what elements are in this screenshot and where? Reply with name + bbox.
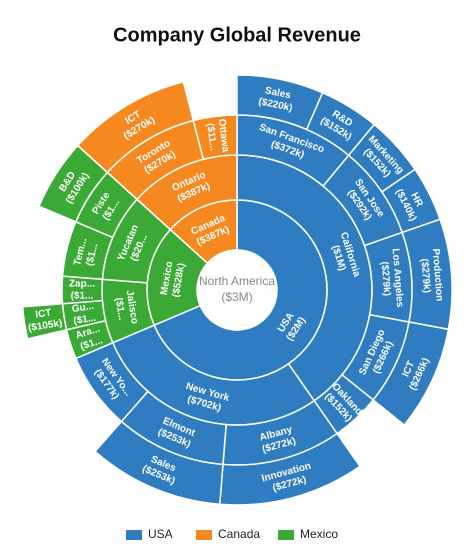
segment-label-group: Production($279k) (419, 248, 445, 301)
segment-label: Production (430, 248, 445, 301)
legend-label: Canada (218, 527, 260, 541)
segment-value-label: ($1... (113, 297, 128, 321)
segment-label-group: Ara...($1... (74, 323, 104, 352)
segment-label: Zap... (69, 279, 95, 290)
center-value-label: ($3M) (221, 290, 252, 304)
segment-label: Los Angeles (390, 248, 405, 308)
segment-value-label: ($11... (204, 123, 218, 152)
segment-value-label: ($279k) (419, 258, 433, 293)
sunburst-segment (76, 80, 195, 174)
segment-value-label: ($1... (84, 242, 100, 267)
center-label: North America (199, 274, 275, 288)
legend-swatch (278, 530, 294, 540)
segment-label-group: Ottawa($11... (204, 118, 231, 153)
segment-label: Jalisco (124, 289, 140, 324)
legend-label: Mexico (300, 527, 338, 541)
segment-value-label: ($279k) (379, 261, 393, 296)
segment-value-label: ($1... (73, 313, 97, 327)
segment-label: Gu... (71, 301, 95, 315)
center-circle (197, 250, 277, 330)
segment-label-group: Gu...($1... (71, 301, 97, 327)
segment-label-group: Zap...($1... (69, 279, 95, 302)
chart-title: Company Global Revenue (113, 24, 361, 46)
segment-label-group: Tem...($1... (72, 237, 100, 267)
sunburst-segment (192, 114, 238, 161)
segment-label-group: Los Angeles($279k) (379, 248, 405, 308)
segment-label-group: Jalisco($1... (113, 289, 140, 324)
segment-label-group: ICT($105k) (27, 307, 63, 334)
segment-label: Sales (264, 85, 292, 101)
segment-label: ICT (35, 307, 53, 320)
legend-swatch (126, 530, 142, 540)
segment-label: Ottawa (216, 118, 231, 153)
sunburst-segment (94, 420, 224, 506)
legend-swatch (196, 530, 212, 540)
legend-label: USA (148, 527, 173, 541)
sunburst-segment (372, 321, 450, 427)
segment-value-label: ($1... (71, 291, 94, 302)
segment-value-label: ($105k) (27, 318, 63, 334)
